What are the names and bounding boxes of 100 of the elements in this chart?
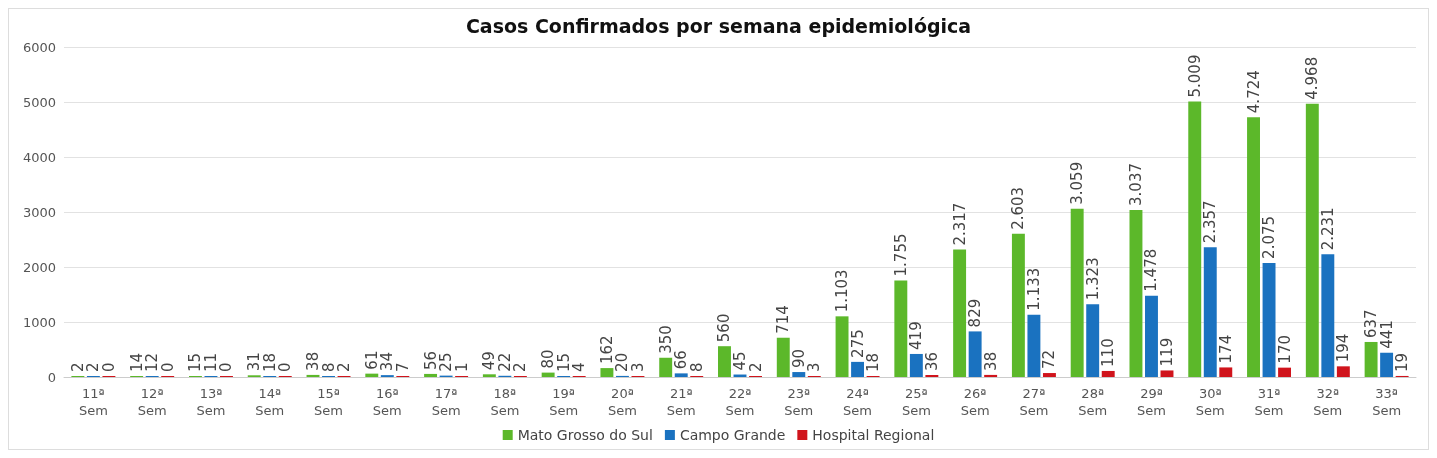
bar — [1188, 101, 1202, 377]
y-tick-label: 3000 — [22, 204, 56, 220]
bar — [1011, 233, 1025, 377]
data-label: 1.478 — [1142, 248, 1161, 292]
data-label: 19 — [1393, 352, 1412, 372]
bar — [792, 372, 806, 377]
data-label: 2 — [335, 362, 354, 372]
x-tick-label: 33ª Sem — [1372, 386, 1402, 418]
data-label: 4.724 — [1244, 70, 1263, 114]
data-label: 2.231 — [1318, 207, 1337, 251]
bar — [482, 374, 496, 377]
data-label: 2.357 — [1201, 200, 1220, 244]
data-label: 38 — [304, 351, 322, 371]
bar — [894, 280, 908, 377]
x-tick-label: 24ª Sem — [843, 386, 873, 418]
data-label: 110 — [1099, 338, 1118, 367]
bar — [659, 357, 673, 377]
chart-title: Casos Confirmados por semana epidemiológica — [465, 14, 972, 37]
data-label: 162 — [597, 335, 616, 365]
y-tick-label: 0 — [47, 369, 56, 385]
data-label: 61 — [362, 350, 381, 370]
data-label: 2 — [511, 362, 530, 372]
data-label: 14 — [127, 352, 146, 372]
x-tick-label: 12ª Sem — [137, 386, 167, 418]
bar — [835, 316, 849, 377]
bar — [600, 368, 614, 377]
data-label: 0 — [276, 362, 295, 372]
y-tick-label: 1000 — [22, 314, 56, 330]
x-tick-label: 19ª Sem — [549, 386, 579, 418]
bar — [1129, 209, 1143, 377]
data-label: 419 — [907, 321, 926, 350]
bar — [674, 373, 688, 377]
data-label: 1.755 — [891, 233, 910, 277]
data-label: 2.603 — [1009, 186, 1028, 230]
bar — [1278, 367, 1292, 377]
data-label: 2 — [68, 362, 87, 372]
data-label: 170 — [1275, 335, 1294, 364]
data-label: 714 — [774, 305, 793, 334]
data-label: 119 — [1158, 337, 1176, 367]
x-tick-label: 28ª Sem — [1078, 386, 1108, 418]
x-tick-label: 30ª Sem — [1195, 386, 1225, 418]
bar — [953, 249, 967, 377]
data-label: 350 — [656, 325, 675, 354]
x-tick-label: 27ª Sem — [1019, 386, 1049, 418]
x-tick-label: 26ª Sem — [960, 386, 990, 418]
bar — [1027, 314, 1041, 377]
x-tick-label: 21ª Sem — [666, 386, 696, 418]
bar — [1364, 341, 1378, 377]
y-tick-label: 4000 — [22, 149, 56, 165]
x-tick-label: 16ª Sem — [372, 386, 402, 418]
y-tick-label: 6000 — [22, 39, 56, 55]
bar — [1086, 304, 1100, 377]
bar — [1380, 352, 1394, 377]
legend-label: Hospital Regional — [812, 427, 935, 443]
bar — [1042, 373, 1056, 377]
data-label: 90 — [789, 348, 808, 369]
x-tick-label: 15ª Sem — [314, 386, 343, 418]
data-label: 38 — [981, 351, 1000, 371]
bar — [541, 372, 555, 377]
data-label: 3.037 — [1126, 163, 1145, 206]
data-label: 1.103 — [833, 269, 852, 313]
data-label: 2.075 — [1260, 215, 1279, 259]
bar — [1321, 254, 1335, 377]
bar — [1070, 208, 1084, 377]
data-label: 2 — [746, 362, 765, 372]
x-tick-label: 32ª Sem — [1313, 386, 1343, 418]
legend-label: Campo Grande — [679, 427, 786, 443]
bar — [365, 373, 379, 377]
x-tick-label: 29ª Sem — [1137, 386, 1166, 418]
bar — [1145, 295, 1158, 377]
data-label: 194 — [1334, 333, 1353, 363]
bar — [718, 346, 731, 377]
x-tick-label: 31ª Sem — [1254, 386, 1284, 418]
bar — [1247, 117, 1260, 377]
data-label: 3 — [805, 362, 824, 372]
bar — [424, 373, 438, 377]
bar — [851, 361, 865, 377]
data-label: 2.317 — [950, 202, 969, 246]
y-tick-label: 5000 — [22, 94, 56, 110]
data-label: 4 — [570, 362, 589, 372]
x-tick-label: 23ª Sem — [784, 386, 814, 418]
bar — [1203, 247, 1217, 377]
data-label: 1.323 — [1083, 257, 1102, 301]
y-tick-label: 2000 — [22, 259, 56, 275]
data-label: 5.009 — [1185, 54, 1204, 98]
bar — [1262, 262, 1276, 377]
x-tick-label: 17ª Sem — [431, 386, 461, 418]
x-tick-label: 14ª Sem — [255, 386, 285, 418]
bar — [1219, 367, 1233, 377]
data-label: 18 — [864, 352, 883, 372]
x-tick-label: 13ª Sem — [196, 386, 226, 418]
data-label: 1.133 — [1024, 267, 1043, 311]
x-tick-label: 22ª Sem — [725, 386, 755, 418]
x-tick-label: 18ª Sem — [490, 386, 520, 418]
x-tick-label: 25ª Sem — [901, 386, 931, 418]
bar — [776, 337, 790, 377]
data-label: 72 — [1040, 349, 1059, 370]
bar — [1101, 370, 1115, 377]
bar — [1160, 370, 1174, 377]
bar — [984, 374, 998, 377]
